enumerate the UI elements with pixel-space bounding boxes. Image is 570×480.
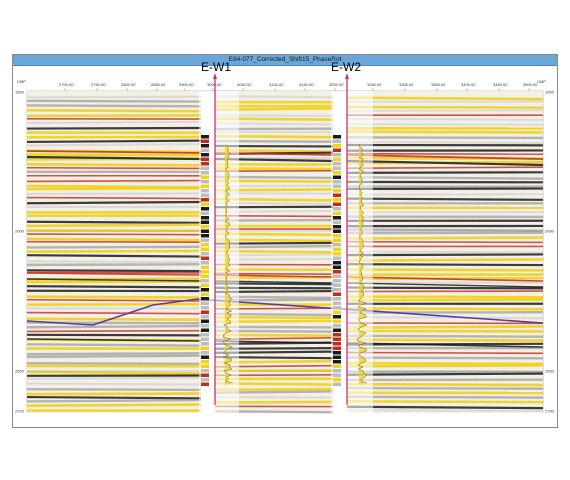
top-tick-labels: 2700.00 2750.00 2800.00 2850.00 2900.00 3000.… <box>59 82 538 91</box>
section-title: E84-077_Corrected_Shift15_PhaseRot <box>228 56 342 63</box>
time-tick-label: 2000 <box>15 229 25 234</box>
seismic-panel-left <box>27 91 201 413</box>
top-tick-label: 3200.00 <box>329 82 344 87</box>
top-tick-label: 2700.00 <box>59 82 74 87</box>
time-tick-label: 2500 <box>545 369 555 374</box>
well-label-e-w1: E-W1 <box>201 60 231 74</box>
top-tick-label: 2750.00 <box>91 82 106 87</box>
time-tick-label: 1900 <box>15 90 25 95</box>
time-tick-label: 2000 <box>545 229 555 234</box>
top-tick-label: 3300.00 <box>399 82 414 87</box>
top-tick-label: 3050.00 <box>237 82 252 87</box>
time-tick-label: 2700 <box>545 409 555 414</box>
top-tick-label: 3400.00 <box>461 82 476 87</box>
time-tick-label: 2500 <box>15 369 25 374</box>
top-tick-label: 3150.00 <box>299 82 314 87</box>
well-label-e-w2: E-W2 <box>331 60 361 74</box>
right-time-tick-labels: 1900 2000 2500 2700 <box>545 90 555 414</box>
top-tick-label: 3500.00 <box>523 82 538 87</box>
right-cmp-label: CMP <box>537 79 546 84</box>
time-tick-label: 2700 <box>15 409 25 414</box>
top-tick-label: 3350.00 <box>431 82 446 87</box>
seismic-panel-right <box>26 91 544 413</box>
top-tick-label: 2850.00 <box>151 82 166 87</box>
seismic-section[interactable]: CMP CMP 2700.00 2750.00 2800.00 2850.00 2900… <box>13 55 557 427</box>
top-tick-label: 3100.00 <box>269 82 284 87</box>
top-tick-label: 3450.00 <box>493 82 508 87</box>
section-title-bar: E84-077_Corrected_Shift15_PhaseRot <box>13 55 557 66</box>
time-tick-label: 1900 <box>545 90 555 95</box>
well-track-e-w1[interactable] <box>199 73 239 413</box>
seismic-viewer: E84-077_Corrected_Shift15_PhaseRot CMP C… <box>12 54 558 428</box>
top-tick-label: 2800.00 <box>121 82 136 87</box>
left-cmp-label: CMP <box>17 79 26 84</box>
top-tick-label: 3250.00 <box>367 82 382 87</box>
left-time-tick-labels: 1900 2000 2500 2700 <box>15 90 25 414</box>
top-tick-label: 2900.00 <box>179 82 194 87</box>
well-track-e-w2[interactable] <box>331 73 373 413</box>
